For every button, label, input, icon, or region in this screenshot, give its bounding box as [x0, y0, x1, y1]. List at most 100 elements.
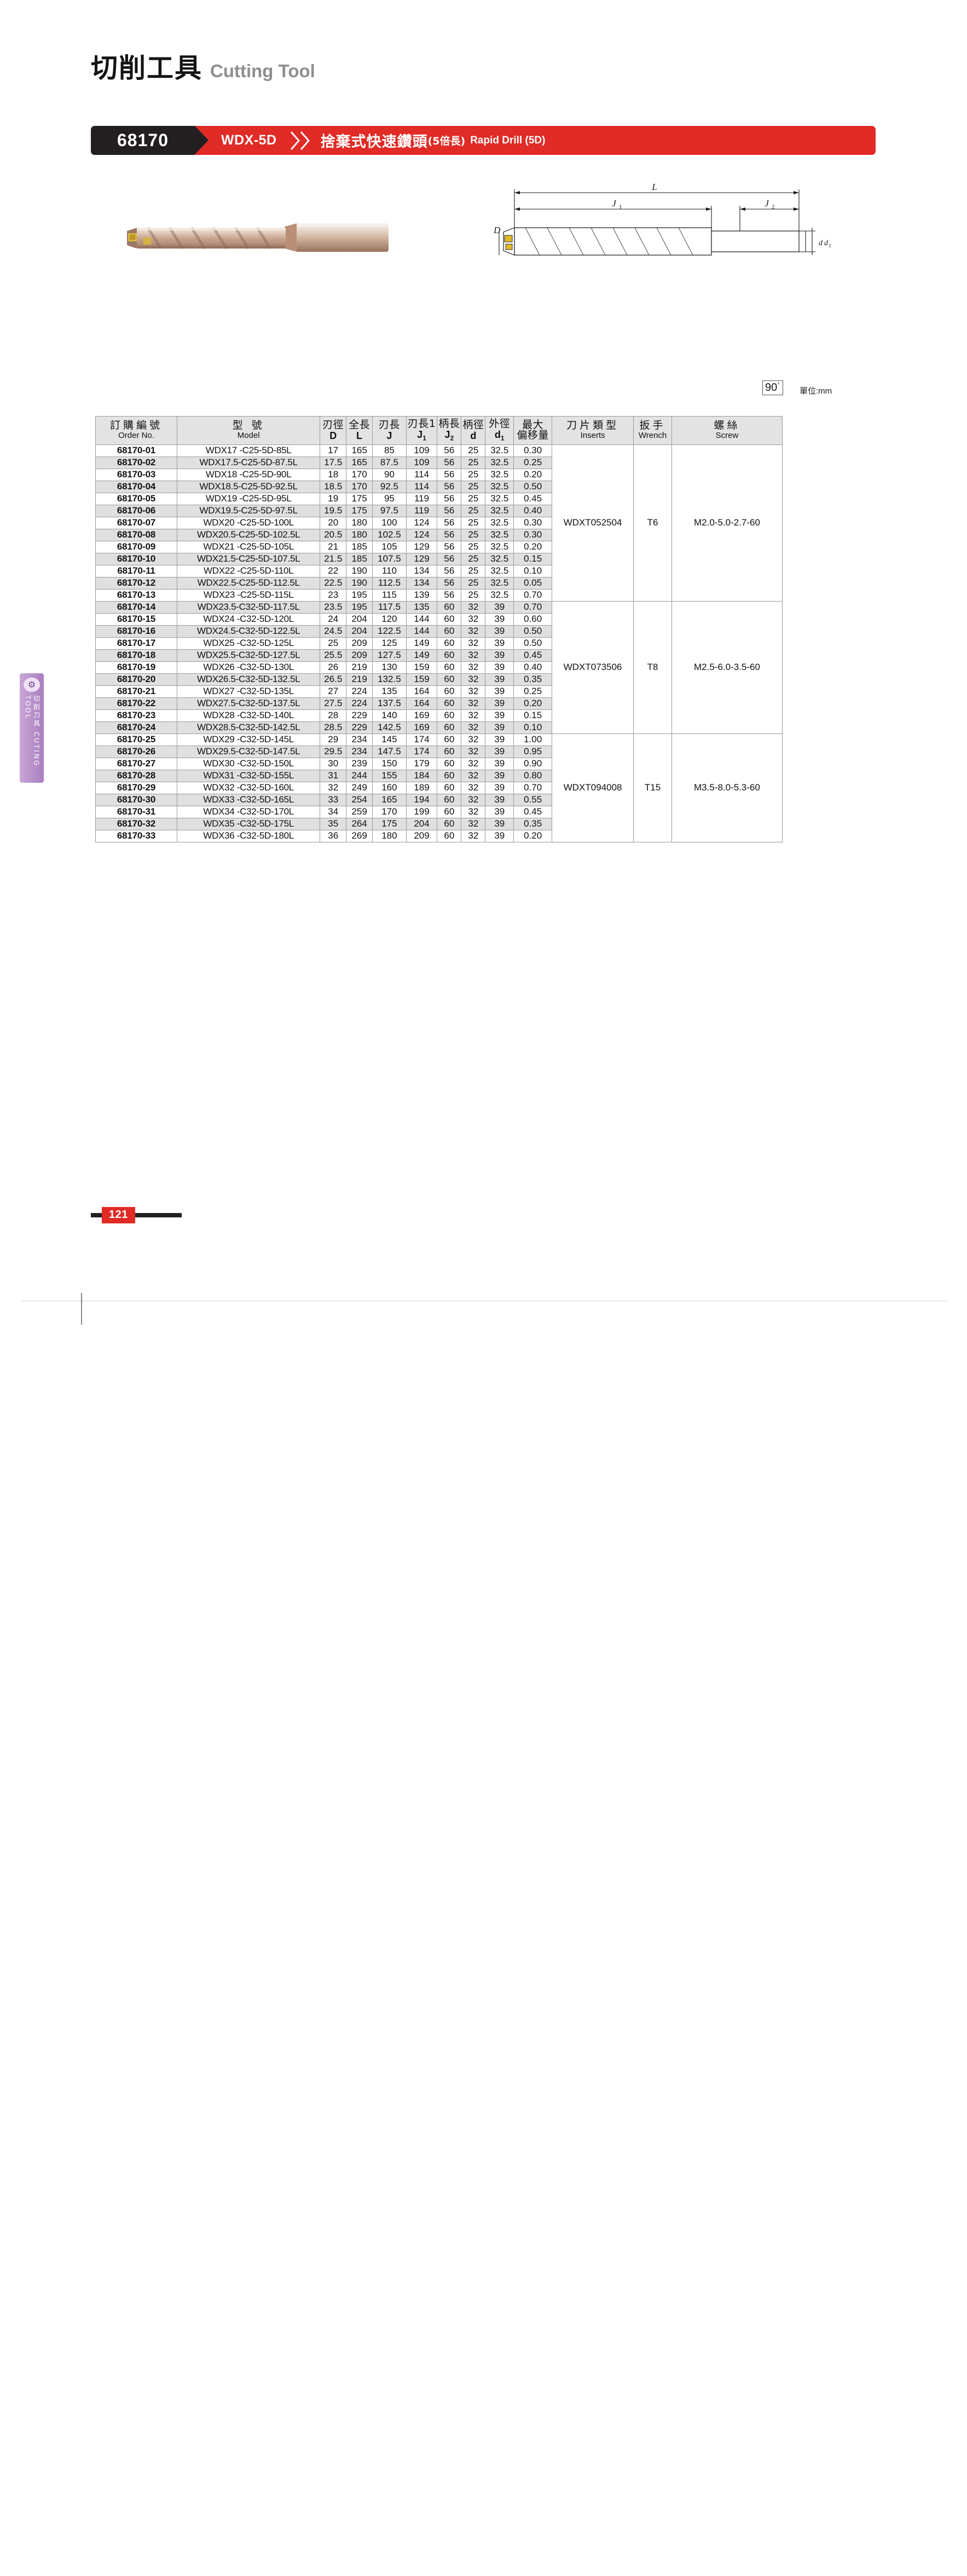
cell-d: 32 [461, 673, 486, 686]
cell-d: 25 [461, 492, 486, 505]
cell-J2: 60 [437, 781, 462, 794]
cell-order-no: 68170-02 [95, 456, 178, 469]
table-row: 68170-14 WDX23.5-C32-5D-117.5L 23.5 195 117.… [95, 600, 783, 734]
cell-model: WDX17 -C25-5D-85L [177, 444, 321, 457]
side-tab-page-121[interactable]: ⚙ 切削刀具 CUTING TOOL [20, 673, 44, 783]
table-row: 68170-06 WDX19.5-C25-5D-97.5L 19.5 175 97.5 1… [95, 504, 783, 517]
cell-order-no: 68170-14 [95, 600, 178, 614]
svg-text:L: L [651, 182, 657, 192]
cell-d: 25 [461, 444, 486, 457]
svg-text:D: D [493, 225, 501, 235]
table-row: 68170-29 WDX32 -C32-5D-160L 32 249 160 189 60 3… [95, 781, 783, 794]
cell-order-no: 68170-03 [95, 468, 178, 481]
cell-L: 209 [346, 637, 373, 650]
cell-D: 23 [320, 588, 347, 602]
col-header-cn: 刀片類型 [566, 419, 619, 432]
cell-L: 170 [346, 480, 373, 493]
cell-order-no: 68170-31 [95, 805, 178, 818]
cell-d: 32 [461, 781, 486, 794]
technical-drawing: L J 1 J 2 D d d 1 [493, 181, 881, 334]
angle-annotation: 90° [762, 380, 783, 395]
cell-J2: 56 [437, 540, 462, 553]
cell-J: 97.5 [372, 504, 407, 517]
col-header-cn: 外徑 [489, 418, 511, 430]
cell-d1: 32.5 [485, 504, 514, 517]
cell-D: 33 [320, 793, 347, 806]
cell-L: 204 [346, 625, 373, 638]
cell-J1: 159 [406, 661, 438, 674]
cell-offset: 0.10 [513, 721, 553, 734]
cell-model: WDX32 -C32-5D-160L [177, 781, 321, 794]
cell-d: 32 [461, 661, 486, 674]
cell-J: 107.5 [372, 552, 407, 565]
cell-D: 29 [320, 733, 347, 746]
cell-J: 147.5 [372, 745, 407, 758]
cell-offset: 0.50 [513, 637, 553, 650]
col-header-cn: 柄徑 [462, 418, 484, 431]
cell-L: 219 [346, 673, 373, 686]
cell-J2: 60 [437, 745, 462, 758]
cell-offset: 0.45 [513, 805, 553, 818]
col-header-en: Screw [715, 431, 739, 441]
cell-d1: 32.5 [485, 516, 514, 529]
cell-model: WDX20 -C25-5D-100L [177, 516, 321, 529]
cell-offset: 0.45 [513, 649, 553, 662]
cell-offset: 0.20 [513, 829, 553, 842]
cell-model: WDX19.5-C25-5D-97.5L [177, 504, 321, 517]
col-header-Model: 型 號 Model [177, 416, 321, 445]
col-header-cn: 刃長 [378, 418, 400, 431]
cell-D: 28.5 [320, 721, 347, 734]
cell-D: 26.5 [320, 673, 347, 686]
cell-J2: 60 [437, 625, 462, 638]
cell-J2: 56 [437, 516, 462, 529]
cell-d1: 32.5 [485, 588, 514, 602]
col-header-symbol: d1 [494, 429, 505, 442]
cell-L: 185 [346, 552, 373, 565]
cell-J: 155 [372, 769, 407, 782]
cell-L: 180 [346, 516, 373, 529]
cell-d: 32 [461, 805, 486, 818]
svg-text:J: J [765, 198, 769, 209]
cell-J2: 60 [437, 637, 462, 650]
cell-offset: 0.20 [513, 697, 553, 710]
cell-offset: 1.00 [513, 733, 553, 746]
cell-offset: 0.20 [513, 540, 553, 553]
cell-J1: 179 [406, 757, 438, 770]
cell-model: WDX34 -C32-5D-170L [177, 805, 321, 818]
cell-J2: 60 [437, 805, 462, 818]
cell-d1: 39 [485, 721, 514, 734]
cell-J2: 60 [437, 829, 462, 842]
cell-J1: 114 [406, 468, 438, 481]
cell-J2: 60 [437, 697, 462, 710]
cell-d1: 32.5 [485, 552, 514, 565]
cell-order-no: 68170-12 [95, 576, 178, 590]
cell-order-no: 68170-07 [95, 516, 178, 529]
cell-order-no: 68170-08 [95, 528, 178, 541]
cell-J1: 119 [406, 492, 438, 505]
cell-model: WDX25 -C32-5D-125L [177, 637, 321, 650]
cell-D: 19.5 [320, 504, 347, 517]
table-row: 68170-17 WDX25 -C32-5D-125L 25 209 125 149 60 3… [95, 637, 783, 650]
cell-d1: 39 [485, 745, 514, 758]
cell-d: 25 [461, 540, 486, 553]
cell-J2: 60 [437, 769, 462, 782]
col-header-en: Model [237, 431, 260, 441]
col-header-D: 刃徑 D [320, 416, 347, 445]
cell-J: 115 [372, 588, 407, 602]
cell-L: 190 [346, 576, 373, 590]
cell-d: 32 [461, 697, 486, 710]
cell-order-no: 68170-21 [95, 685, 178, 698]
cell-J2: 56 [437, 492, 462, 505]
cell-insert: WDXT094008 [552, 733, 634, 842]
cell-order-no: 68170-04 [95, 480, 178, 493]
cell-J1: 149 [406, 649, 438, 662]
cell-d1: 39 [485, 697, 514, 710]
cell-D: 17 [320, 444, 347, 457]
col-header-symbol: D [329, 430, 337, 441]
cell-offset: 0.40 [513, 504, 553, 517]
table-row: 68170-07 WDX20 -C25-5D-100L 20 180 100 124 56 2… [95, 516, 783, 529]
cell-order-no: 68170-30 [95, 793, 178, 806]
cell-D: 18.5 [320, 480, 347, 493]
cell-d1: 32.5 [485, 468, 514, 481]
sheet-page-122: GIN✦ 68170 WDX-5D 捨棄式快速鑽頭 (5倍長) Rapid Dr… [0, 1325, 967, 2576]
